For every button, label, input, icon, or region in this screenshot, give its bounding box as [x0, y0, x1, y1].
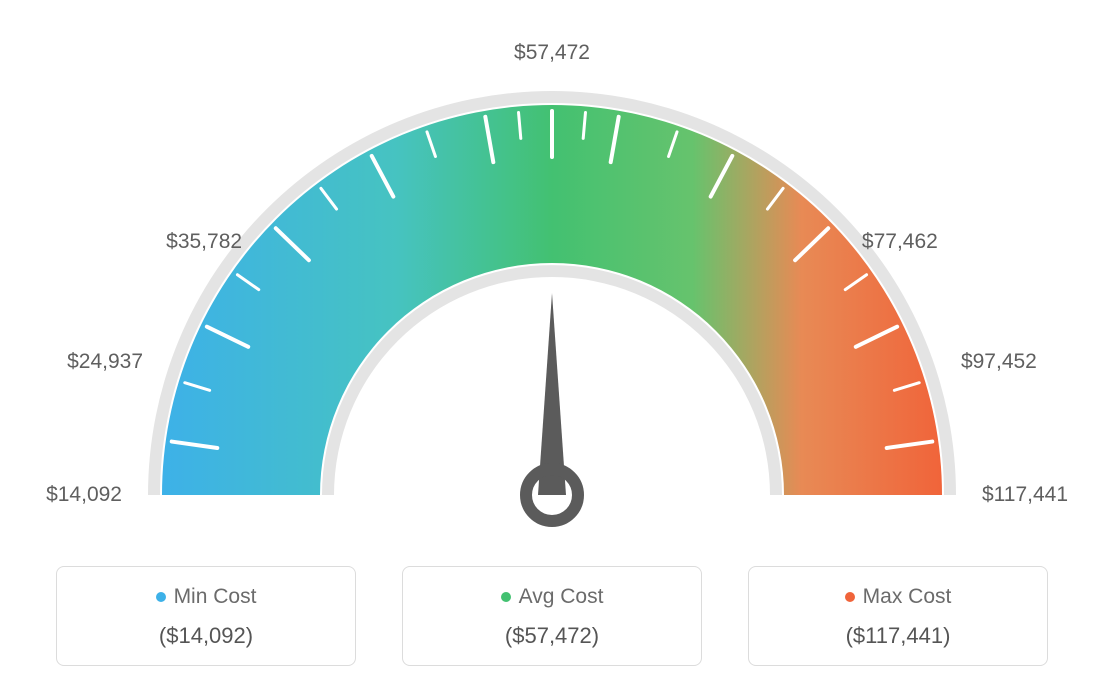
legend-dot-max: [845, 592, 855, 602]
legend-value-avg: ($57,472): [413, 623, 691, 649]
legend-title-max-text: Max Cost: [863, 585, 952, 609]
legend-dot-avg: [501, 592, 511, 602]
legend-title-avg: Avg Cost: [501, 585, 604, 609]
legend-card-avg: Avg Cost ($57,472): [402, 566, 702, 666]
cost-gauge-widget: $14,092 $24,937 $35,782 $57,472 $77,462 $97,4…: [0, 0, 1104, 690]
legend-value-max: ($117,441): [759, 623, 1037, 649]
legend-dot-min: [156, 592, 166, 602]
scale-label: $117,441: [982, 483, 1068, 507]
scale-label: $14,092: [46, 483, 122, 507]
legend-card-min: Min Cost ($14,092): [56, 566, 356, 666]
legend-title-min: Min Cost: [156, 585, 257, 609]
gauge-svg: [0, 0, 1104, 560]
scale-label: $57,472: [514, 41, 590, 65]
scale-label: $24,937: [67, 350, 143, 374]
legend-title-min-text: Min Cost: [174, 585, 257, 609]
legend-title-max: Max Cost: [845, 585, 952, 609]
legend-card-max: Max Cost ($117,441): [748, 566, 1048, 666]
scale-label: $77,462: [862, 230, 938, 254]
scale-label: $97,452: [961, 350, 1037, 374]
legend-value-min: ($14,092): [67, 623, 345, 649]
legend-title-avg-text: Avg Cost: [519, 585, 604, 609]
scale-label: $35,782: [166, 230, 242, 254]
legend-row: Min Cost ($14,092) Avg Cost ($57,472) Ma…: [0, 566, 1104, 666]
gauge-area: $14,092 $24,937 $35,782 $57,472 $77,462 $97,4…: [0, 0, 1104, 560]
